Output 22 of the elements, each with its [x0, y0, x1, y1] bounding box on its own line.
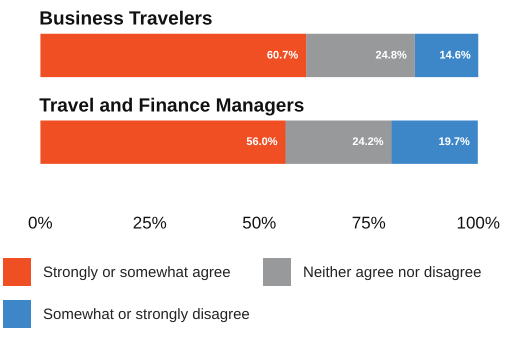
- legend-label: Neither agree nor disagree: [303, 264, 482, 280]
- data-label: 60.7%: [266, 49, 298, 62]
- y-tick-label: Business Travelers: [39, 8, 213, 30]
- bar: [40, 34, 306, 78]
- x-tick-label: 25%: [132, 213, 167, 232]
- bar: [286, 120, 392, 164]
- x-tick-label: 0%: [28, 213, 53, 232]
- x-tick-label: 100%: [456, 213, 500, 232]
- legend-label: Strongly or somewhat agree: [43, 264, 231, 280]
- x-tick-label: 50%: [242, 213, 276, 232]
- legend-label: Somewhat or strongly disagree: [43, 306, 250, 322]
- data-label: 24.8%: [376, 49, 407, 62]
- bar: [40, 120, 286, 164]
- data-label: 14.6%: [439, 49, 471, 62]
- data-label: 24.2%: [352, 136, 384, 148]
- bar: [414, 34, 478, 78]
- data-label: 56.0%: [246, 136, 278, 148]
- data-label: 19.7%: [438, 136, 470, 148]
- x-tick-label: 75%: [352, 213, 386, 232]
- bar: [306, 34, 415, 78]
- y-tick-label: Travel and Finance Managers: [39, 96, 304, 116]
- bar: [392, 120, 478, 164]
